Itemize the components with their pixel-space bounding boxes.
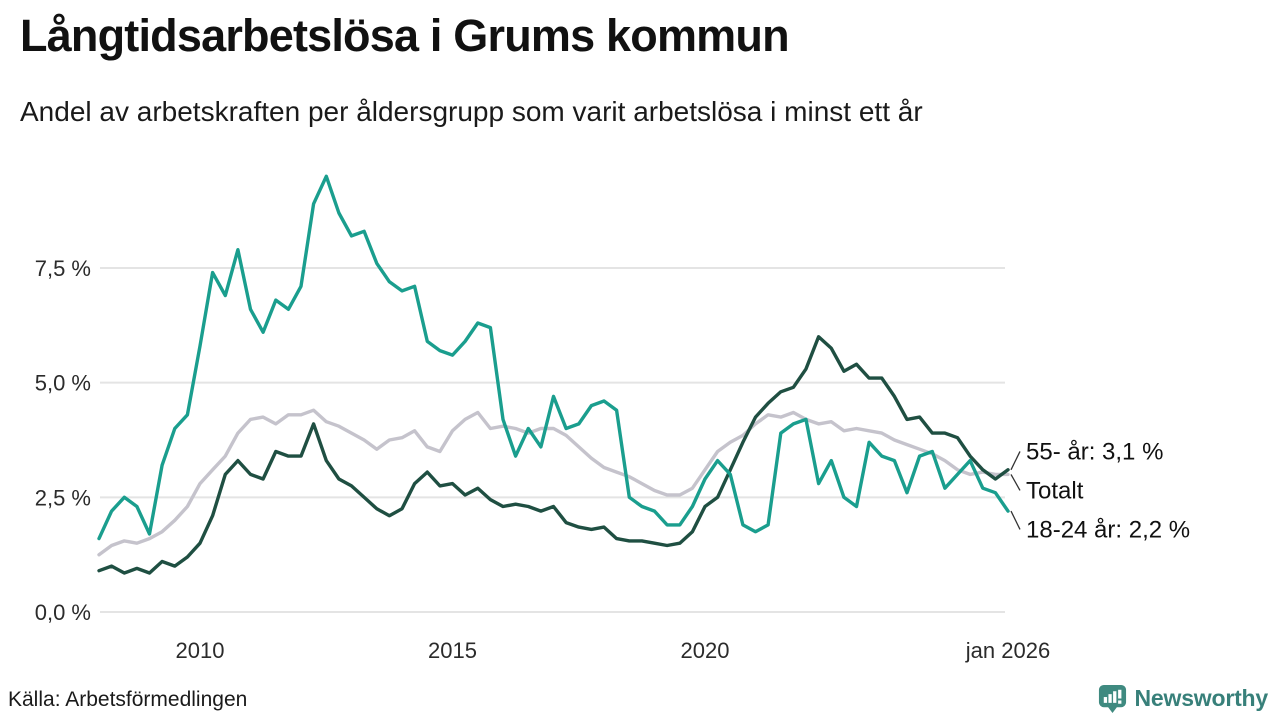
leader-line: [1010, 474, 1021, 491]
leader-line: [1010, 451, 1021, 471]
y-axis-tick-label: 2,5 %: [35, 485, 91, 510]
x-axis-tick-label: 2020: [681, 638, 730, 663]
newsworthy-logo[interactable]: Newsworthy: [1097, 683, 1268, 714]
y-axis-tick-label: 0,0 %: [35, 600, 91, 625]
series-line-55--r: [97, 335, 1010, 575]
series-end-label: Totalt: [1026, 477, 1084, 504]
source-note: Källa: Arbetsförmedlingen: [8, 688, 248, 711]
x-axis-tick-label: 2015: [428, 638, 477, 663]
series-end-label: 55- år: 3,1 %: [1026, 438, 1163, 465]
x-axis-tick-label: jan 2026: [965, 638, 1050, 663]
chart-subtitle: Andel av arbetskraften per åldersgrupp s…: [20, 96, 923, 127]
chart-title: Långtidsarbetslösa i Grums kommun: [20, 10, 790, 61]
series-end-label: 18-24 år: 2,2 %: [1026, 516, 1190, 543]
y-axis-tick-label: 5,0 %: [35, 371, 91, 396]
x-axis-tick-label: 2010: [176, 638, 225, 663]
leader-line: [1010, 510, 1021, 530]
y-axis-tick-label: 7,5 %: [35, 256, 91, 281]
newsworthy-icon: [1098, 684, 1126, 714]
series-line-totalt: [97, 408, 1010, 557]
series-line-18-24-r: [97, 174, 1010, 541]
newsworthy-wordmark: Newsworthy: [1134, 685, 1269, 711]
